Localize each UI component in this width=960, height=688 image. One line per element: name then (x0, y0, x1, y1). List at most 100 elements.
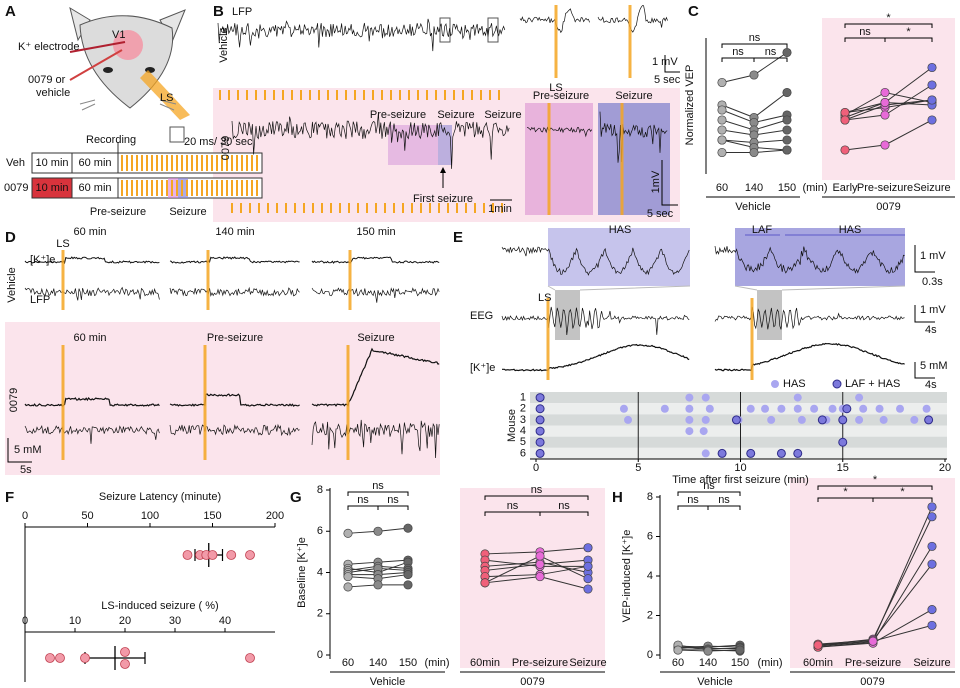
data-point (583, 574, 593, 584)
data-point (776, 448, 786, 458)
significance-label: ns (859, 26, 871, 38)
data-point (782, 145, 792, 155)
x-tick-label: 60 (342, 657, 354, 669)
label: Recording (86, 134, 136, 146)
data-point (245, 550, 255, 560)
trace (714, 342, 905, 372)
row-band (530, 403, 947, 415)
label: Seizure (484, 109, 521, 121)
label: LS (538, 292, 551, 304)
group-label: 0079 (520, 676, 544, 688)
data-point (685, 393, 694, 402)
label: 5 sec (647, 208, 674, 220)
data-point (927, 62, 937, 73)
data-point (828, 404, 837, 413)
data-point (619, 404, 628, 413)
data-point (817, 415, 827, 425)
data-point (782, 125, 792, 135)
label: 0079 or (28, 74, 66, 86)
significance-label: * (843, 486, 848, 498)
label: Pre-seizure (370, 109, 426, 121)
data-point (120, 659, 130, 669)
data-point (782, 47, 792, 58)
data-point (660, 404, 669, 413)
significance-bracket (377, 505, 409, 510)
label: 60 min (78, 182, 111, 194)
data-point (797, 415, 806, 424)
significance-bracket (721, 57, 755, 62)
legend-label: LAF + HAS (845, 378, 900, 390)
label: 1 mV (920, 250, 946, 262)
data-point (924, 415, 934, 425)
significance-bracket (677, 505, 709, 510)
data-point (840, 115, 850, 125)
scale-bar (664, 55, 680, 73)
x-tick-label: 100 (141, 510, 159, 522)
data-point (535, 559, 545, 569)
group-label: Vehicle (370, 676, 405, 688)
chart-title: Seizure Latency (minute) (99, 491, 221, 503)
data-point (535, 572, 545, 582)
data-point (927, 115, 937, 125)
data-point (535, 404, 545, 414)
significance-label: ns (507, 500, 519, 512)
data-point (343, 528, 353, 538)
trace (169, 393, 300, 407)
data-point (746, 404, 755, 413)
x-tick-label: Seizure (913, 657, 950, 669)
data-point (701, 449, 710, 458)
label: Vehicle (218, 27, 230, 62)
x-tick-label: 30 (169, 615, 181, 627)
data-point (535, 426, 545, 436)
y-tick-label: 4 (647, 570, 653, 582)
data-point (685, 404, 694, 413)
data-point (245, 653, 255, 663)
label: H (612, 489, 623, 506)
trace (597, 5, 668, 33)
label: 5 mM (14, 444, 42, 456)
y-tick-label: 8 (317, 484, 323, 496)
significance-label: * (900, 486, 905, 498)
data-point (685, 415, 694, 424)
trace (311, 419, 440, 459)
label: Veh (6, 157, 25, 169)
y-tick-label: 0 (647, 649, 653, 661)
data-point (182, 550, 193, 560)
label: 0.3s (922, 276, 943, 288)
row-band (530, 447, 947, 459)
label: Seizure (615, 90, 652, 102)
data-point (55, 653, 65, 663)
data-point (701, 415, 710, 424)
data-point (927, 512, 937, 522)
y-tick-label: 8 (647, 491, 653, 503)
data-point (207, 550, 218, 560)
trace (714, 306, 905, 330)
data-point (535, 437, 545, 447)
zoom-box (525, 103, 593, 215)
scale-bar (661, 160, 678, 206)
x-tick-label: 10 (734, 462, 746, 474)
scale-bar (7, 438, 32, 463)
label: D (5, 229, 16, 246)
label: LS (549, 82, 562, 94)
x-tick-label: 20 (119, 615, 131, 627)
data-point (880, 110, 890, 120)
label: Pre-seizure (90, 206, 146, 218)
data-point (373, 526, 383, 536)
label: C (688, 3, 699, 20)
group-label: Vehicle (735, 201, 770, 213)
data-point (403, 523, 413, 533)
significance-label: * (886, 12, 891, 24)
x-tick-label: 5 (635, 462, 641, 474)
chart-title: LS-induced seizure ( %) (101, 600, 218, 612)
data-point (705, 404, 714, 413)
trace (502, 343, 690, 372)
data-point (703, 646, 713, 656)
label: 5 sec (654, 74, 681, 86)
data-point (761, 404, 770, 413)
label: 1 mV (920, 304, 946, 316)
y-axis-label: Mouse (506, 409, 518, 442)
y-tick-label: 6 (520, 447, 526, 459)
x-tick-label: Pre-seizure (512, 657, 568, 669)
label: A (5, 3, 16, 20)
